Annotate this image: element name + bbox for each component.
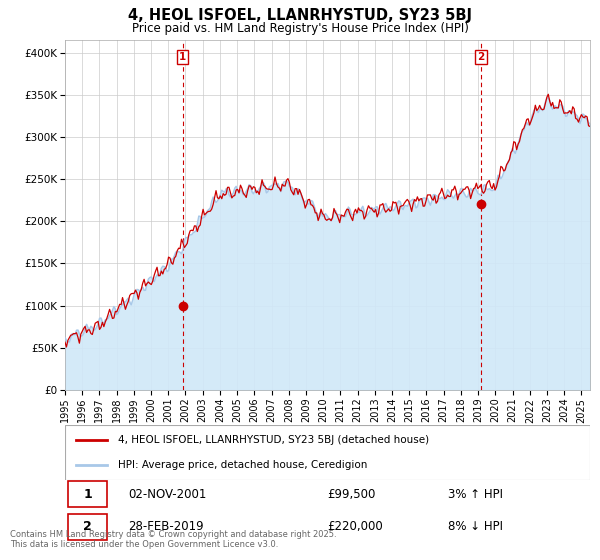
Text: 4, HEOL ISFOEL, LLANRHYSTUD, SY23 5BJ (detached house): 4, HEOL ISFOEL, LLANRHYSTUD, SY23 5BJ (d…: [118, 436, 428, 445]
Text: £220,000: £220,000: [328, 520, 383, 533]
Text: 2: 2: [83, 520, 92, 533]
Text: 2: 2: [477, 52, 484, 62]
Text: 1: 1: [179, 52, 187, 62]
Text: 3% ↑ HPI: 3% ↑ HPI: [448, 488, 503, 501]
FancyBboxPatch shape: [68, 514, 107, 540]
Text: Contains HM Land Registry data © Crown copyright and database right 2025.
This d: Contains HM Land Registry data © Crown c…: [10, 530, 337, 549]
Text: £99,500: £99,500: [328, 488, 376, 501]
Text: 02-NOV-2001: 02-NOV-2001: [128, 488, 206, 501]
Text: 4, HEOL ISFOEL, LLANRHYSTUD, SY23 5BJ: 4, HEOL ISFOEL, LLANRHYSTUD, SY23 5BJ: [128, 8, 472, 23]
Text: 28-FEB-2019: 28-FEB-2019: [128, 520, 203, 533]
Text: 8% ↓ HPI: 8% ↓ HPI: [448, 520, 503, 533]
Text: HPI: Average price, detached house, Ceredigion: HPI: Average price, detached house, Cere…: [118, 460, 367, 470]
FancyBboxPatch shape: [65, 425, 590, 480]
Text: Price paid vs. HM Land Registry's House Price Index (HPI): Price paid vs. HM Land Registry's House …: [131, 22, 469, 35]
Text: 1: 1: [83, 488, 92, 501]
FancyBboxPatch shape: [68, 481, 107, 507]
